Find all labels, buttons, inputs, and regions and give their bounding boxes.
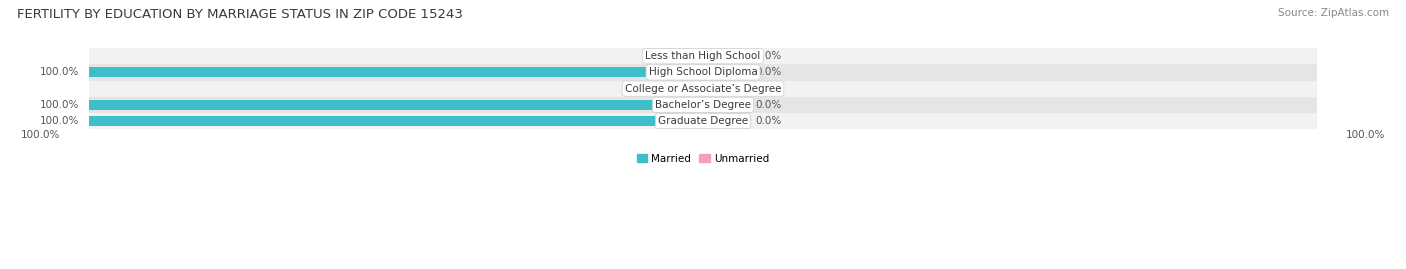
Text: 100.0%: 100.0%	[41, 68, 80, 77]
Text: 0.0%: 0.0%	[645, 84, 672, 94]
Bar	[703, 100, 747, 110]
Text: Source: ZipAtlas.com: Source: ZipAtlas.com	[1278, 8, 1389, 18]
Bar	[703, 84, 747, 94]
Text: 0.0%: 0.0%	[755, 100, 782, 110]
Bar	[703, 51, 747, 61]
Bar	[703, 116, 747, 126]
Text: 100.0%: 100.0%	[41, 100, 80, 110]
Text: Graduate Degree: Graduate Degree	[658, 116, 748, 126]
Text: FERTILITY BY EDUCATION BY MARRIAGE STATUS IN ZIP CODE 15243: FERTILITY BY EDUCATION BY MARRIAGE STATU…	[17, 8, 463, 21]
Text: Less than High School: Less than High School	[645, 51, 761, 61]
Text: College or Associate’s Degree: College or Associate’s Degree	[624, 84, 782, 94]
Bar	[682, 84, 703, 94]
Text: 0.0%: 0.0%	[755, 116, 782, 126]
Text: 0.0%: 0.0%	[755, 84, 782, 94]
Bar	[89, 48, 1317, 64]
Bar	[682, 51, 703, 61]
Text: 100.0%: 100.0%	[1346, 130, 1385, 140]
Bar	[89, 113, 1317, 129]
Legend: Married, Unmarried: Married, Unmarried	[633, 150, 773, 168]
Bar	[89, 100, 703, 110]
Text: Bachelor’s Degree: Bachelor’s Degree	[655, 100, 751, 110]
Text: 100.0%: 100.0%	[21, 130, 60, 140]
Text: 0.0%: 0.0%	[755, 68, 782, 77]
Bar	[703, 68, 747, 77]
Bar	[89, 80, 1317, 97]
Bar	[89, 97, 1317, 113]
Bar	[89, 116, 703, 126]
Text: 0.0%: 0.0%	[755, 51, 782, 61]
Bar	[89, 68, 703, 77]
Text: High School Diploma: High School Diploma	[648, 68, 758, 77]
Text: 0.0%: 0.0%	[645, 51, 672, 61]
Text: 100.0%: 100.0%	[41, 116, 80, 126]
Bar	[89, 64, 1317, 80]
